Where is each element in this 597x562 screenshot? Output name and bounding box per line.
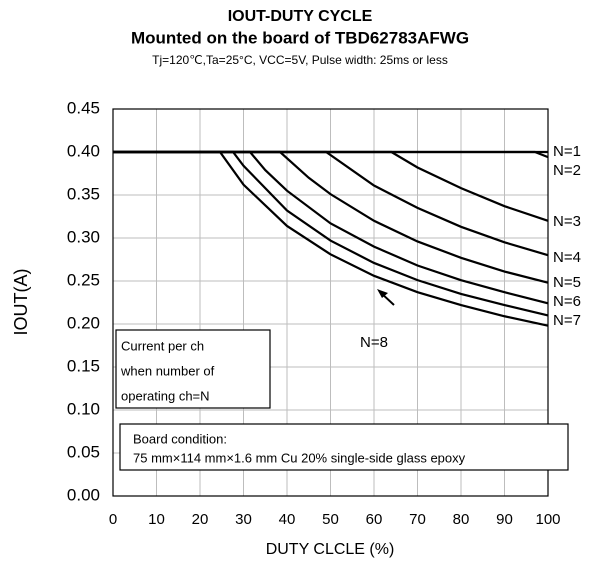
x-tick-label: 10 bbox=[148, 511, 165, 528]
series-label: N=7 bbox=[553, 312, 581, 329]
series-label: N=4 bbox=[553, 249, 581, 266]
board-line: Board condition: bbox=[133, 431, 227, 446]
series-line bbox=[113, 150, 549, 305]
y-tick-label: 0.25 bbox=[67, 270, 100, 289]
x-tick-label: 50 bbox=[322, 511, 339, 528]
y-tick-label: 0.00 bbox=[67, 485, 100, 504]
x-tick-label: 60 bbox=[366, 511, 383, 528]
plot-frame bbox=[112, 108, 549, 497]
chart-subtitle: Mounted on the board of TBD62783AFWG bbox=[131, 28, 469, 47]
series-label: N=2 bbox=[553, 162, 581, 179]
x-tick-label: 90 bbox=[496, 511, 513, 528]
series-label: N=5 bbox=[553, 274, 581, 291]
x-tick-label: 100 bbox=[535, 511, 560, 528]
y-tick-label: 0.45 bbox=[67, 98, 100, 117]
note-line: when number of bbox=[120, 363, 215, 378]
series-line bbox=[113, 150, 549, 317]
y-tick-label: 0.20 bbox=[67, 313, 100, 332]
note-line: Current per ch bbox=[121, 338, 204, 353]
arrow-head bbox=[377, 289, 388, 298]
y-tick-label: 0.35 bbox=[67, 184, 100, 203]
y-tick-label: 0.10 bbox=[67, 399, 100, 418]
note-box bbox=[115, 329, 271, 409]
series-label: N=3 bbox=[553, 213, 581, 230]
x-tick-label: 70 bbox=[409, 511, 426, 528]
x-tick-label: 20 bbox=[192, 511, 209, 528]
lines bbox=[113, 150, 549, 327]
y-axis-label: IOUT(A) bbox=[11, 269, 31, 336]
x-tick-label: 40 bbox=[279, 511, 296, 528]
series-label: N=6 bbox=[553, 293, 581, 310]
series-line bbox=[113, 150, 549, 284]
y-tick-label: 0.05 bbox=[67, 442, 100, 461]
y-tick-label: 0.30 bbox=[67, 227, 100, 246]
series-line bbox=[113, 150, 549, 327]
y-tick-label: 0.15 bbox=[67, 356, 100, 375]
x-tick-label: 80 bbox=[453, 511, 470, 528]
series-label: N=1 bbox=[553, 143, 581, 160]
series-line bbox=[113, 150, 549, 222]
y-tick-label: 0.40 bbox=[67, 141, 100, 160]
conditions: Tj=120℃,Ta=25°C, VCC=5V, Pulse width: 25… bbox=[152, 53, 448, 67]
board-line: 75 mm×114 mm×1.6 mm Cu 20% single-side g… bbox=[133, 450, 466, 465]
board-box bbox=[119, 423, 569, 471]
chart-title: IOUT-DUTY CYCLE bbox=[228, 8, 373, 25]
note-line: operating ch=N bbox=[121, 388, 210, 403]
x-axis-label: DUTY CLCLE (%) bbox=[266, 541, 395, 558]
series-label: N=8 bbox=[360, 334, 388, 351]
x-tick-label: 30 bbox=[235, 511, 252, 528]
series-line bbox=[113, 150, 549, 257]
x-tick-label: 0 bbox=[109, 511, 117, 528]
